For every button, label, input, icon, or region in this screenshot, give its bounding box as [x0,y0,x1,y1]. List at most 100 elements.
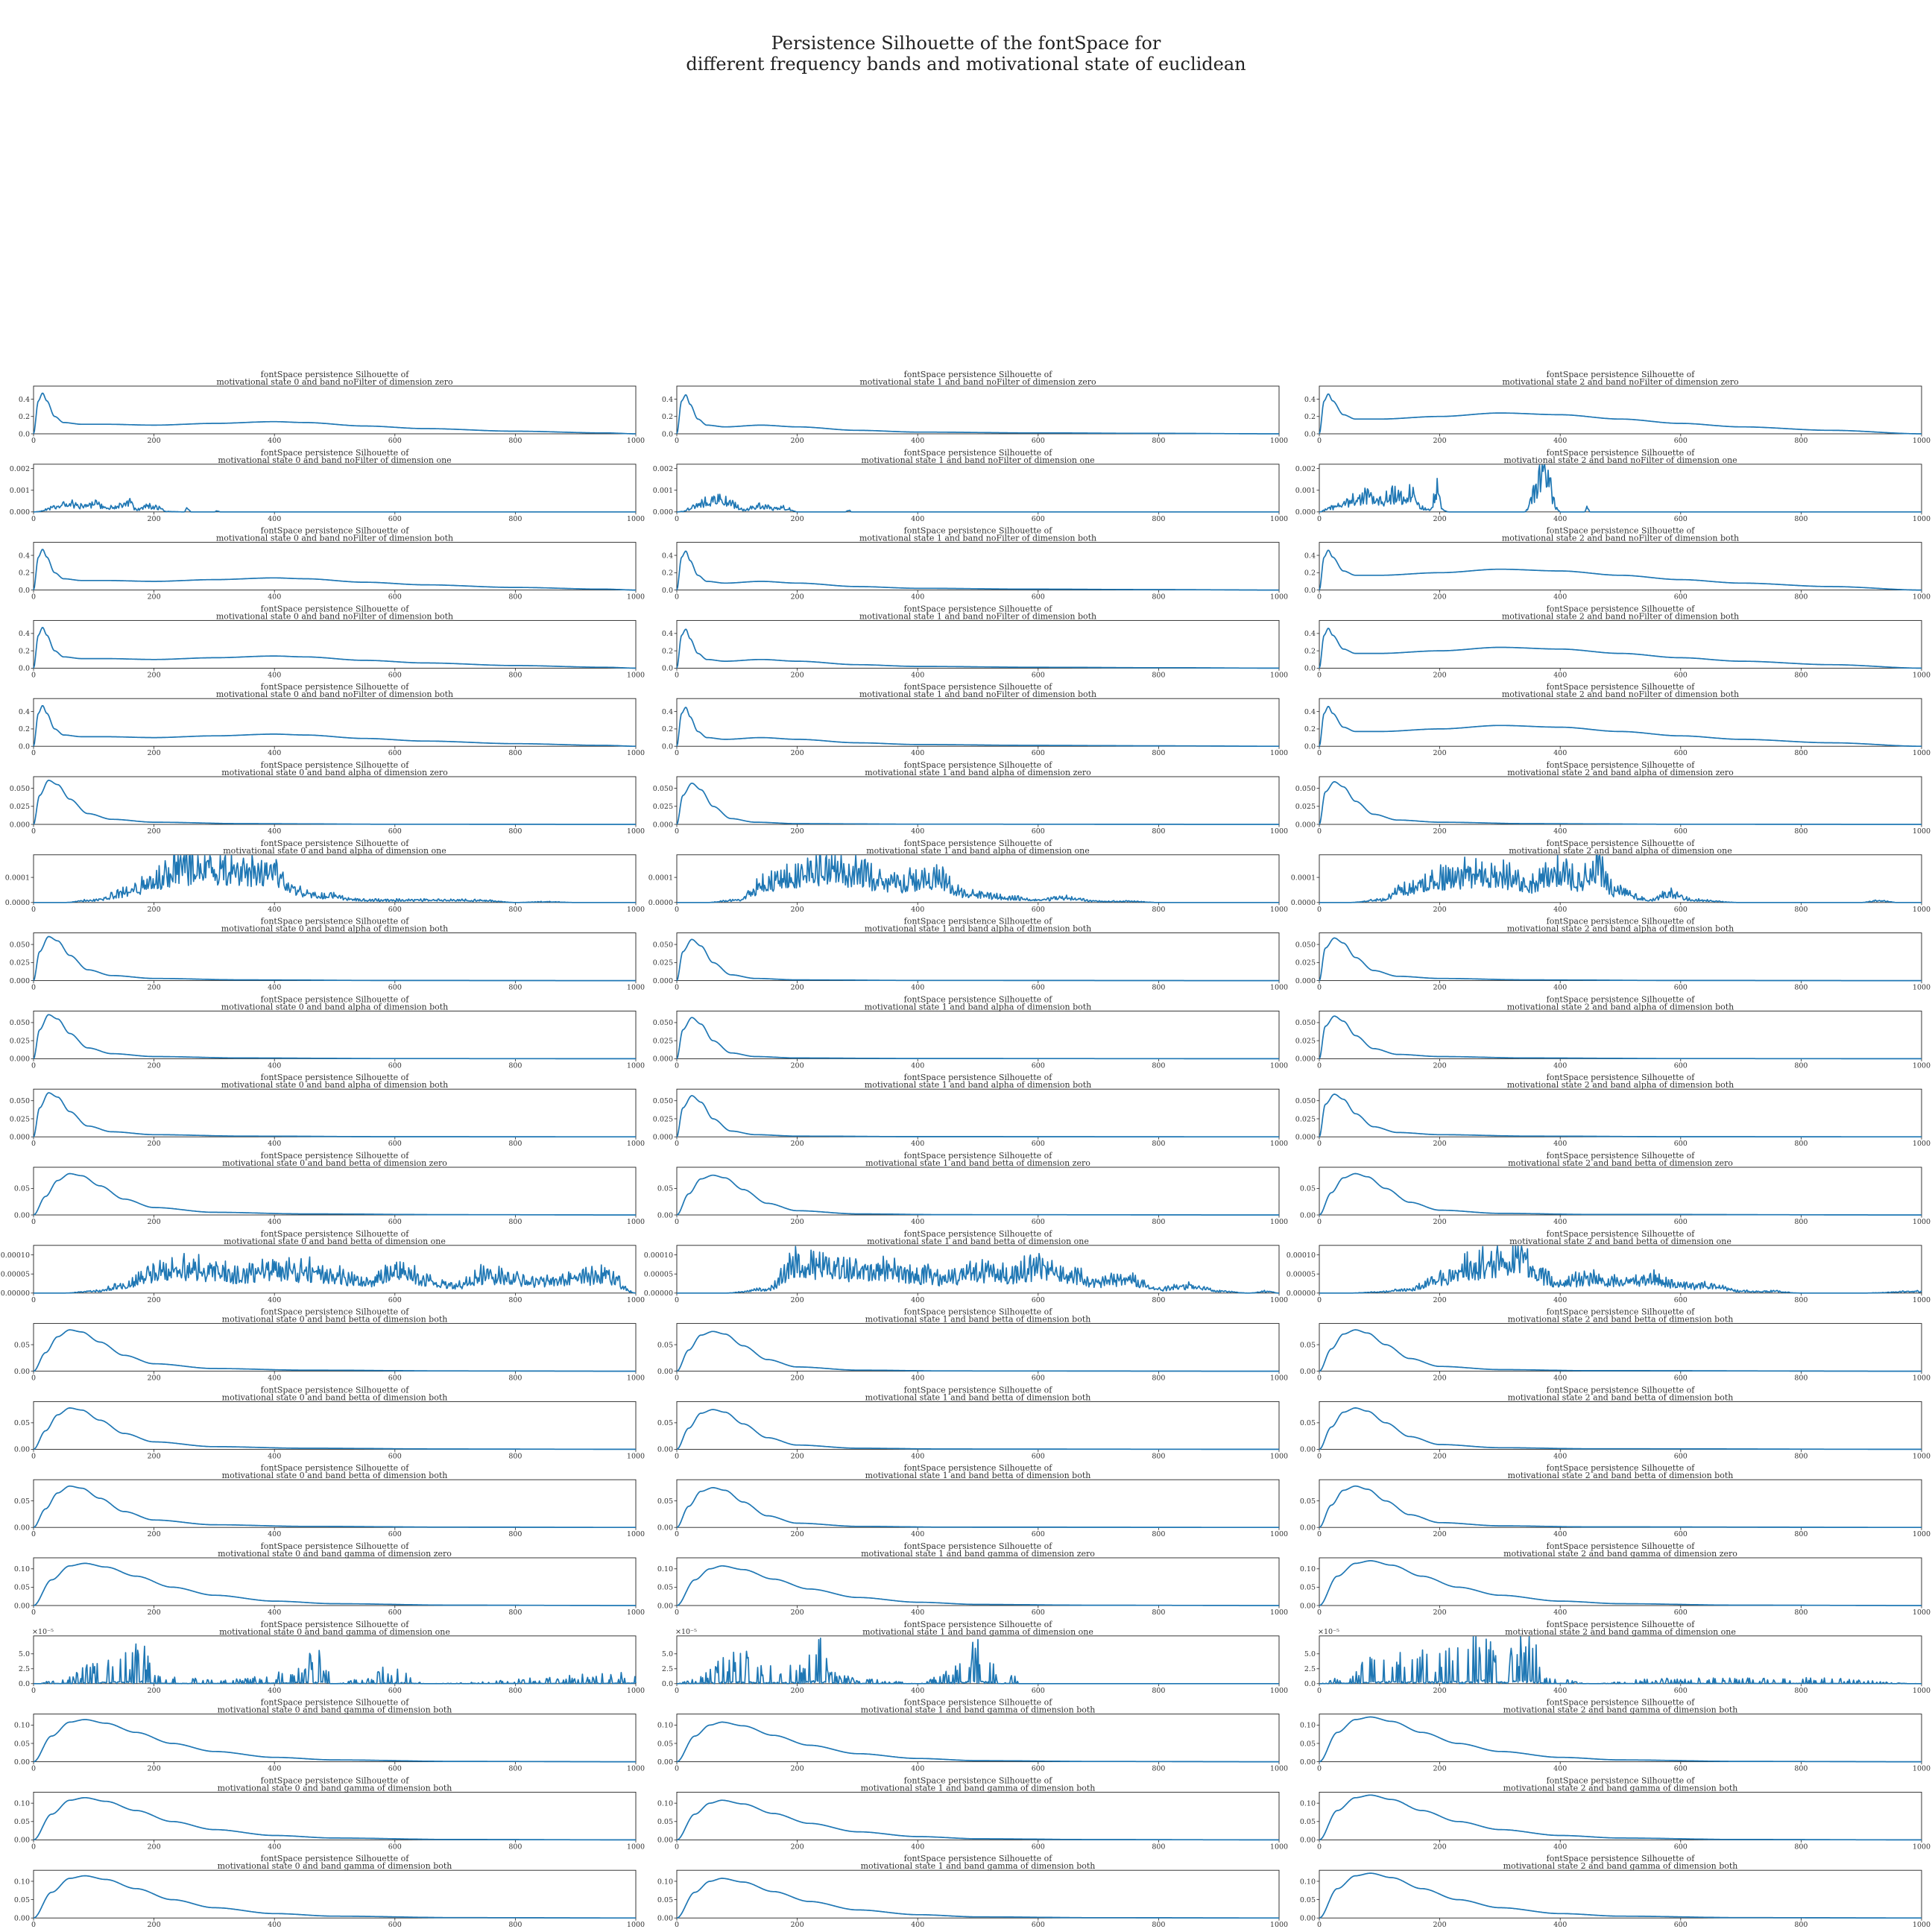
panel-title-line-1: fontSpace persistence Silhouette of [261,370,410,379]
x-tick-label: 600 [1032,593,1045,602]
x-tick-label: 400 [911,1530,924,1538]
x-tick-label: 0 [675,1452,679,1460]
y-tick-label: 0.10 [657,1722,673,1730]
panel-title-line-1: fontSpace persistence Silhouette of [261,994,410,1004]
silhouette-line [676,628,1279,669]
x-tick-label: 400 [1553,1843,1567,1851]
panel-title-line-1: fontSpace persistence Silhouette of [904,1541,1053,1551]
x-tick-label: 200 [1433,906,1447,914]
y-tick-label: 0.00005 [1287,1271,1316,1279]
panel-title-line-1: fontSpace persistence Silhouette of [904,1463,1053,1473]
y-tick-label: 0.00 [657,1837,673,1845]
x-tick-label: 800 [1152,1687,1165,1695]
x-tick-label: 0 [675,515,679,523]
silhouette-line [677,854,1279,903]
silhouette-panel: fontSpace persistence Silhouette ofmotiv… [1300,1307,1931,1383]
x-tick-label: 1000 [1270,906,1288,914]
x-tick-label: 0 [31,1921,36,1929]
x-tick-label: 600 [388,1296,402,1304]
silhouette-line [677,1246,1279,1294]
axes-frame [1319,1557,1922,1606]
silhouette-line [1319,549,1922,591]
y-tick-label: 5.0 [1304,1650,1316,1658]
silhouette-panel: fontSpace persistence Silhouette ofmotiv… [657,1463,1288,1538]
x-tick-label: 0 [31,1530,36,1538]
x-tick-label: 600 [388,1061,402,1070]
silhouette-panel: fontSpace persistence Silhouette ofmotiv… [14,1698,645,1773]
x-tick-label: 400 [1553,827,1567,836]
x-tick-label: 1000 [627,1530,645,1538]
x-tick-label: 1000 [1913,984,1931,992]
axes-frame [676,1010,1280,1059]
x-tick-label: 400 [911,1452,924,1460]
silhouette-line [34,1252,637,1294]
panel-title-line-2: motivational state 1 and band noFilter o… [859,611,1096,621]
panel-title-line-2: motivational state 0 and band gamma of d… [218,1705,452,1715]
x-tick-label: 800 [1794,1218,1808,1226]
y-tick-label: 0.000 [10,821,30,829]
x-tick-label: 800 [1152,1140,1165,1148]
y-tick-label: 0.000 [10,977,30,985]
x-tick-label: 400 [911,1061,924,1070]
y-tick-label: 0.10 [1300,1722,1316,1730]
axes-frame [33,932,637,982]
x-tick-label: 600 [1674,1609,1688,1617]
panel-title-line-2: motivational state 0 and band noFilter o… [216,377,453,387]
x-tick-label: 800 [508,1452,522,1460]
axes-frame [676,1401,1280,1450]
y-tick-label: 0.05 [657,1341,673,1349]
silhouette-line [1319,1716,1922,1763]
panel-title-line-2: motivational state 1 and band noFilter o… [859,534,1096,543]
x-tick-label: 600 [388,1843,402,1851]
x-tick-label: 800 [1794,1140,1808,1148]
x-tick-label: 200 [791,515,804,523]
silhouette-line [33,780,636,825]
x-tick-label: 400 [268,1061,281,1070]
x-tick-label: 0 [31,593,36,602]
x-tick-label: 400 [268,1843,281,1851]
panel-title-line-2: motivational state 2 and band noFilter o… [1503,455,1737,465]
axes-frame [676,854,1280,903]
x-tick-label: 400 [268,515,281,523]
x-tick-label: 800 [1152,1452,1165,1460]
y-tick-label: 0.0 [1304,587,1316,595]
y-tick-label: 0.001 [10,487,30,495]
y-tick-label: 0.000 [653,1134,673,1142]
axes-frame [676,1323,1280,1372]
y-tick-label: 0.000 [1295,1055,1316,1064]
silhouette-panel: fontSpace persistence Silhouette ofmotiv… [14,1385,645,1460]
y-tick-label: 0.050 [1295,1097,1316,1105]
x-tick-label: 0 [675,593,679,602]
panel-title-line-1: fontSpace persistence Silhouette of [261,839,410,848]
silhouette-line [676,1409,1279,1450]
y-tick-label: 0.2 [19,725,30,733]
y-tick-label: 0.4 [662,396,673,404]
x-tick-label: 0 [1317,671,1322,679]
x-tick-label: 600 [388,1687,402,1695]
y-tick-label: 0.10 [657,1878,673,1886]
silhouette-line [676,1878,1279,1919]
y-tick-label: 0.4 [19,630,30,638]
panel-title-line-1: fontSpace persistence Silhouette of [1547,760,1696,770]
y-tick-label: 0.05 [1300,1419,1316,1427]
y-tick-label: 0.050 [653,941,673,949]
x-tick-label: 200 [791,1296,804,1304]
silhouette-line [33,1719,636,1763]
x-tick-label: 200 [1433,1140,1447,1148]
panel-title-line-2: motivational state 0 and band betta of d… [222,1158,447,1168]
x-tick-label: 1000 [627,1061,645,1070]
axes-frame [676,1635,1280,1685]
x-tick-label: 400 [911,906,924,914]
x-tick-label: 0 [1317,1921,1322,1929]
axes-frame [33,1245,637,1294]
y-tick-label: 0.05 [657,1497,673,1506]
x-tick-label: 400 [1553,437,1567,445]
y-tick-label: 0.00 [1300,1602,1316,1610]
x-tick-label: 200 [148,437,161,445]
y-tick-label: 0.00 [657,1758,673,1767]
x-tick-label: 400 [268,1687,281,1695]
panel-title-line-2: motivational state 1 and band alpha of d… [865,768,1091,777]
y-tick-label: 0.4 [19,396,30,404]
x-tick-label: 200 [791,1140,804,1148]
